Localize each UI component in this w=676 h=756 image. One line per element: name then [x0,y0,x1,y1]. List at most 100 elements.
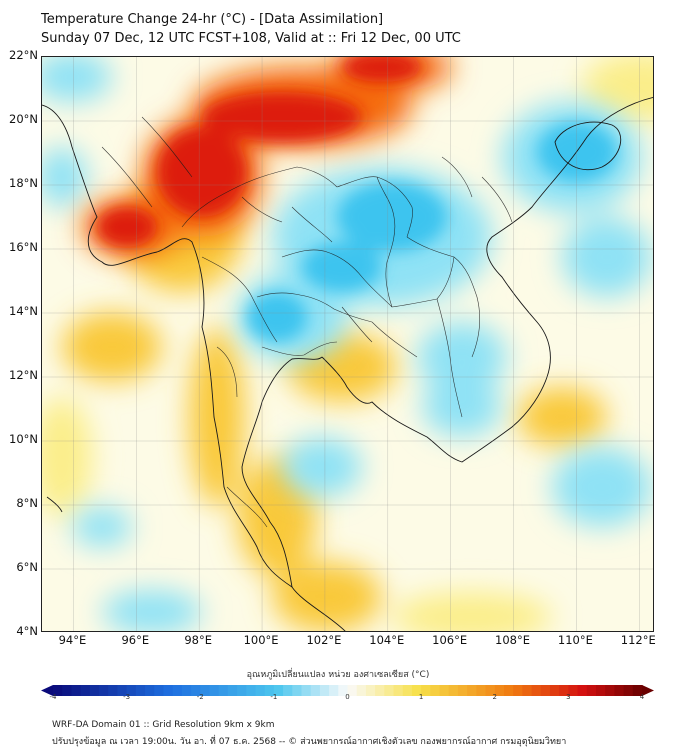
latitude-label: 6°N [16,560,38,574]
graticule-lines [42,57,653,631]
colorbar-segment [402,685,413,696]
colorbar-segment [476,685,487,696]
colorbar-segment [163,685,174,696]
colorbar-segment [577,685,588,696]
colorbar-segment [283,685,293,696]
colorbar-segment [273,685,284,696]
coastlines [42,97,653,631]
colorbar-segment [172,685,183,696]
latitude-label: 14°N [9,304,38,318]
colorbar-tick-label: -3 [123,693,131,701]
colorbar-segment [632,685,643,696]
colorbar-tick-label: 0 [345,693,350,701]
colorbar-segment [384,685,395,696]
colorbar-segment [439,685,450,696]
colorbar-segment [117,685,128,696]
colorbar-segment [62,685,73,696]
map-subtitle: Sunday 07 Dec, 12 UTC FCST+108, Valid at… [41,31,461,46]
map-panel [41,56,654,632]
colorbar-segment [255,685,266,696]
latitude-label: 18°N [9,176,38,190]
colorbar-segment [614,685,625,696]
colorbar-min-extension [41,685,53,696]
longitude-label: 104°E [369,633,405,647]
colorbar-segment [338,685,349,696]
colorbar-segment [145,685,155,696]
colorbar-segment [549,685,560,696]
colorbar-segment [559,685,569,696]
colorbar-segment [246,685,257,696]
colorbar-segment [356,685,367,696]
longitude-label: 106°E [432,633,468,647]
map-title: Temperature Change 24-hr (°C) - [Data As… [41,12,384,27]
colorbar-segment [494,685,505,696]
colorbar-gradient [41,685,654,696]
colorbar-segment [310,685,321,696]
colorbar-segment [227,685,238,696]
colorbar-segment [375,685,385,696]
colorbar-segment [623,685,634,696]
colorbar-segment [457,685,468,696]
colorbar-segment [301,685,312,696]
colorbar-segment [191,685,201,696]
colorbar-segment [126,685,137,696]
longitude-label: 98°E [184,633,212,647]
colorbar-segment [448,685,459,696]
colorbar-segment [503,685,514,696]
colorbar-segment [393,685,404,696]
latitude-label: 4°N [16,624,38,638]
longitude-label: 102°E [306,633,342,647]
colorbar-segment [365,685,376,696]
colorbar-segment [586,685,597,696]
colorbar-segment [292,685,303,696]
colorbar-segment [595,685,606,696]
colorbar-segment [421,685,431,696]
colorbar-segment [135,685,146,696]
colorbar-tick-label: 2 [492,693,497,701]
latitude-label: 22°N [9,48,38,62]
temperature-change-map [42,57,653,631]
colorbar-segment [430,685,441,696]
colorbar-segment [540,685,551,696]
colorbar-tick-label: 4 [639,693,645,701]
colorbar-segment [200,685,211,696]
colorbar-segment [522,685,533,696]
colorbar-segment [531,685,542,696]
colorbar-segment [347,685,358,696]
colorbar-max-extension [642,685,654,696]
latitude-label: 10°N [9,432,38,446]
colorbar-segment [80,685,91,696]
colorbar-segment [237,685,247,696]
colorbar-segment [181,685,192,696]
latitude-label: 16°N [9,240,38,254]
model-info: WRF-DA Domain 01 :: Grid Resolution 9km … [52,720,275,730]
longitude-label: 100°E [243,633,279,647]
administrative-borders [101,116,513,528]
longitude-label: 96°E [121,633,150,647]
colorbar-segment [218,685,229,696]
colorbar-segment [485,685,496,696]
colorbar-segment [53,685,63,696]
colorbar-segment [71,685,82,696]
longitude-label: 108°E [495,633,531,647]
hot-anomaly-core [97,57,422,247]
colorbar-segment [329,685,339,696]
colorbar [41,681,654,696]
colorbar-tick-label: -4 [49,693,57,701]
colorbar-segment [319,685,330,696]
colorbar-segment [513,685,523,696]
colorbar-segment [89,685,100,696]
colorbar-segment [99,685,109,696]
latitude-label: 20°N [9,112,38,126]
longitude-label: 94°E [58,633,87,647]
colorbar-tick-label: 1 [418,693,424,701]
colorbar-segment [467,685,477,696]
longitude-label: 112°E [620,633,656,647]
latitude-label: 12°N [9,368,38,382]
colorbar-segment [209,685,220,696]
latitude-label: 8°N [16,496,38,510]
longitude-label: 110°E [557,633,593,647]
colorbar-title: อุณหภูมิเปลี่ยนแปลง หน่วย องศาเซลเซียส (… [246,670,430,680]
colorbar-segment [605,685,615,696]
colorbar-tick-label: -2 [196,693,204,701]
